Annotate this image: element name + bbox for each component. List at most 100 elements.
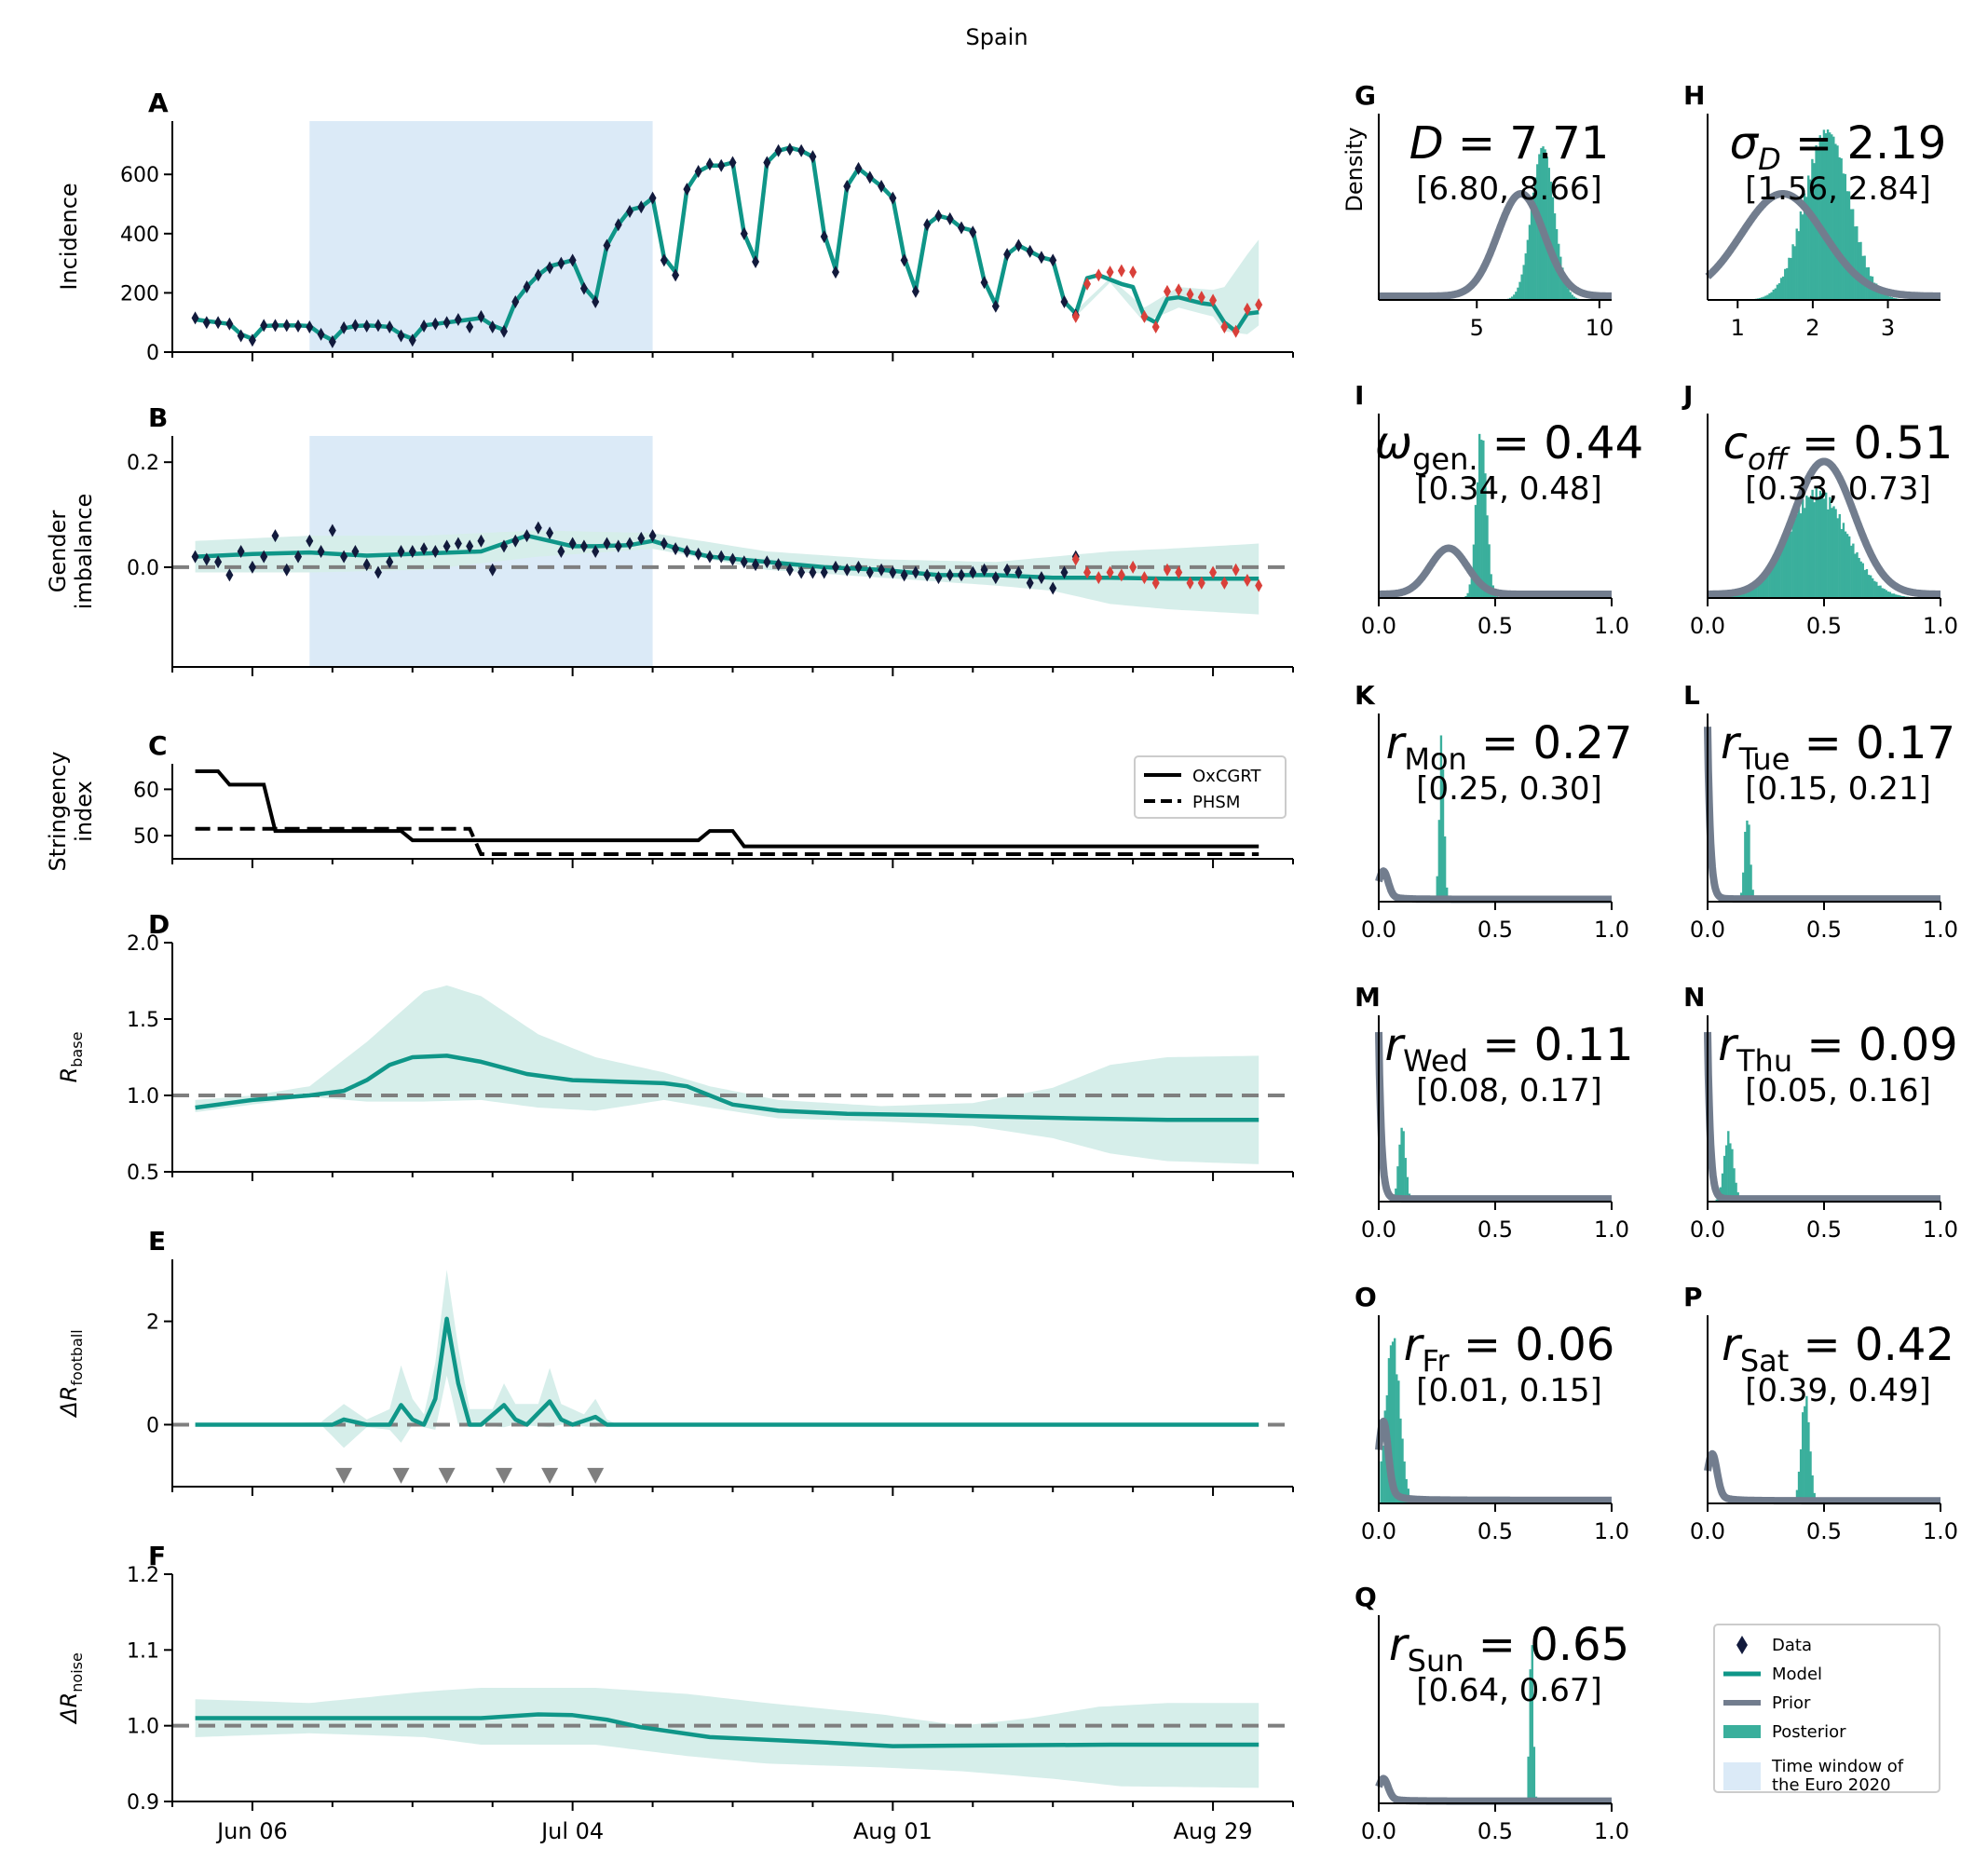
y-tick-label: 1.5	[127, 1009, 159, 1032]
parameter-estimate: rThu = 0.09	[1718, 1019, 1957, 1079]
posterior-bar	[1879, 585, 1882, 598]
posterior-bar	[1746, 820, 1749, 902]
legend-label: Data	[1772, 1636, 1812, 1655]
data-point	[785, 563, 794, 577]
posterior-bar	[1470, 569, 1474, 598]
data-point	[797, 565, 806, 579]
posterior-bar	[1902, 595, 1905, 598]
posterior-bar	[1854, 226, 1857, 300]
data-point	[214, 555, 223, 569]
posterior-bar	[1536, 164, 1539, 300]
posterior-bar	[1776, 284, 1779, 300]
data-point	[362, 319, 371, 333]
posterior-bar	[1468, 584, 1471, 598]
y-axis-label: Genderimbalance	[45, 494, 97, 610]
parameter-estimate: σD = 2.19	[1730, 117, 1947, 177]
x-tick-label: 0.5	[1477, 613, 1513, 639]
posterior-bar	[1836, 145, 1839, 300]
posterior-bar	[1763, 296, 1765, 300]
data-point	[1014, 238, 1023, 252]
posterior-bar	[1883, 292, 1886, 300]
posterior-bar	[1791, 244, 1794, 300]
stringency-legend-label: PHSM	[1192, 793, 1240, 812]
posterior-bar	[1786, 537, 1789, 598]
posterior-bar	[1404, 1158, 1407, 1202]
data-point	[568, 537, 577, 551]
posterior-bar	[1398, 1144, 1401, 1202]
posterior-bar	[1744, 831, 1747, 902]
parameter-estimate: D = 7.71	[1409, 117, 1610, 170]
posterior-bar	[1797, 231, 1801, 300]
x-tick-label: 0.5	[1806, 1217, 1842, 1243]
x-tick-label: Jun 06	[215, 1818, 288, 1844]
posterior-bar	[1818, 135, 1821, 300]
data-point	[728, 552, 737, 566]
y-axis-label: Rbase	[56, 1032, 86, 1083]
posterior-bar	[1877, 288, 1880, 300]
data-point	[579, 281, 588, 295]
data-point	[568, 253, 577, 267]
forecast-point	[1071, 552, 1080, 566]
data-point	[511, 294, 520, 308]
data-point	[317, 545, 325, 558]
data-point	[191, 550, 199, 564]
posterior-bar	[1441, 768, 1445, 902]
posterior-bar	[1774, 554, 1777, 598]
posterior-bar	[1813, 163, 1816, 300]
forecast-point	[1140, 309, 1149, 323]
posterior-bar	[1563, 276, 1566, 300]
forecast-point	[1232, 563, 1240, 577]
data-point	[763, 156, 771, 170]
posterior-bar	[1488, 544, 1491, 598]
posterior-bar	[1758, 297, 1762, 300]
x-tick-label: 0.0	[1690, 1217, 1725, 1243]
prior-curve	[1704, 1449, 1944, 1505]
posterior-bar	[1897, 594, 1899, 598]
posterior-bar	[1380, 1461, 1382, 1503]
data-point	[958, 568, 966, 582]
posterior-bar	[1834, 509, 1837, 598]
data-point	[774, 143, 783, 157]
posterior-bar	[1801, 214, 1804, 300]
posterior-bar	[1809, 496, 1812, 598]
panel-d: 0.5 1.0 1.5 2.0D Rbase	[56, 909, 1294, 1185]
posterior-bar	[1838, 156, 1841, 300]
data-point	[843, 179, 851, 193]
posterior-bar	[1826, 129, 1830, 300]
match-marker	[541, 1467, 559, 1484]
model-line	[195, 1054, 1260, 1122]
stringency-legend-box	[1134, 755, 1287, 819]
posterior-bar	[1851, 209, 1855, 300]
posterior-bar	[1845, 191, 1849, 300]
posterior-bar	[1895, 594, 1898, 598]
posterior-bar	[1795, 228, 1798, 300]
forecast-point	[1106, 265, 1114, 279]
posterior-bar	[1757, 582, 1760, 598]
data-point	[579, 539, 588, 553]
posterior-bar	[1877, 585, 1880, 598]
y-axis-label: Stringencyindex	[45, 752, 97, 872]
data-point	[809, 150, 817, 164]
posterior-bar	[1530, 209, 1533, 300]
posterior-bar	[1822, 498, 1826, 598]
data-point	[969, 225, 977, 239]
posterior-bar	[1513, 294, 1516, 300]
data-point	[294, 319, 303, 333]
data-point	[1049, 253, 1057, 267]
legend-label: Time window of	[1771, 1757, 1904, 1776]
forecast-point	[1083, 565, 1092, 579]
data-point	[648, 191, 657, 205]
forecast-point	[1151, 576, 1160, 590]
data-point	[225, 317, 234, 331]
posterior-bar	[1761, 297, 1763, 300]
posterior-bar	[1820, 139, 1824, 300]
posterior-bar	[1529, 1669, 1532, 1803]
data-point	[683, 545, 691, 558]
data-point	[271, 529, 279, 543]
posterior-bar	[1873, 580, 1876, 598]
panel-h: 1 2 3 HσD = 2.19[1.56, 2.84]	[1683, 80, 1946, 341]
x-tick-label: 1.0	[1594, 1818, 1629, 1844]
posterior-bar	[1526, 239, 1530, 300]
